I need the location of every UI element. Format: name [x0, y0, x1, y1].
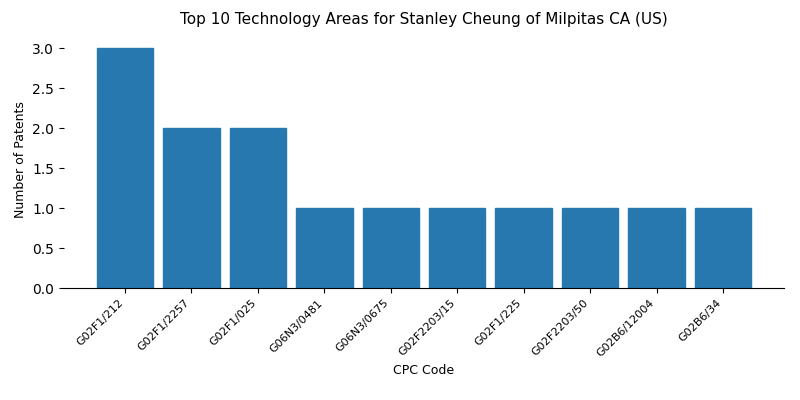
Bar — [495, 208, 552, 288]
Bar — [628, 208, 685, 288]
Bar — [694, 208, 751, 288]
X-axis label: CPC Code: CPC Code — [394, 364, 454, 377]
Title: Top 10 Technology Areas for Stanley Cheung of Milpitas CA (US): Top 10 Technology Areas for Stanley Cheu… — [180, 12, 668, 27]
Bar — [562, 208, 618, 288]
Bar — [296, 208, 353, 288]
Bar — [362, 208, 419, 288]
Y-axis label: Number of Patents: Number of Patents — [14, 102, 26, 218]
Bar — [97, 48, 154, 288]
Bar — [429, 208, 486, 288]
Bar — [163, 128, 220, 288]
Bar — [230, 128, 286, 288]
